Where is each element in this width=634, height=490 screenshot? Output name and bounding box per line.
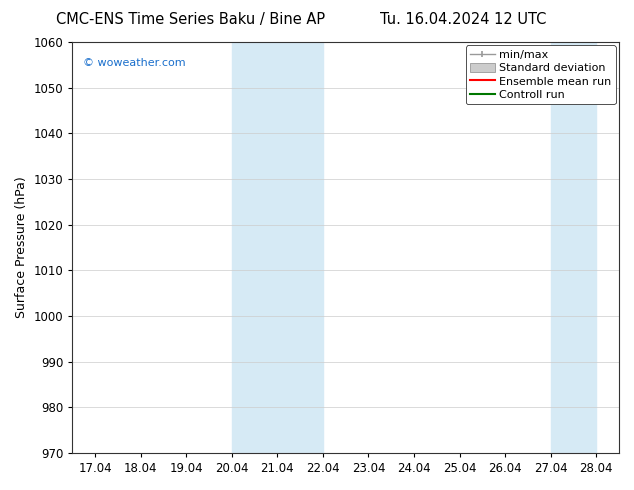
Text: Tu. 16.04.2024 12 UTC: Tu. 16.04.2024 12 UTC [380, 12, 546, 27]
Bar [551, 42, 596, 453]
Text: CMC-ENS Time Series Baku / Bine AP: CMC-ENS Time Series Baku / Bine AP [56, 12, 325, 27]
Y-axis label: Surface Pressure (hPa): Surface Pressure (hPa) [15, 176, 28, 318]
Legend: min/max, Standard deviation, Ensemble mean run, Controll run: min/max, Standard deviation, Ensemble me… [465, 46, 616, 104]
Text: © woweather.com: © woweather.com [83, 58, 186, 69]
Bar [232, 42, 323, 453]
